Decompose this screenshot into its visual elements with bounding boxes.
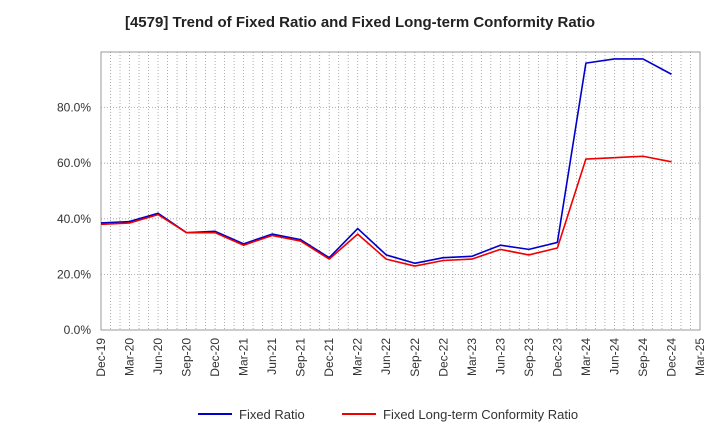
x-tick-label: Sep-20 <box>180 338 194 377</box>
x-tick-label: Dec-21 <box>322 338 336 377</box>
x-tick-label: Sep-22 <box>408 338 422 377</box>
x-tick-label: Sep-21 <box>294 338 308 377</box>
y-tick-label: 40.0% <box>57 212 91 226</box>
x-tick-label: Jun-22 <box>379 338 393 375</box>
x-tick-label: Dec-24 <box>664 338 678 377</box>
x-tick-label: Dec-22 <box>436 338 450 377</box>
x-tick-label: Dec-20 <box>208 338 222 377</box>
x-tick-label: Mar-25 <box>693 338 707 376</box>
x-tick-label: Sep-24 <box>636 338 650 377</box>
x-tick-label: Mar-24 <box>579 338 593 376</box>
x-tick-label: Jun-23 <box>493 338 507 375</box>
plot-area <box>100 51 701 331</box>
y-tick-label: 0.0% <box>64 323 92 337</box>
x-tick-label: Mar-23 <box>465 338 479 376</box>
x-tick-label: Dec-23 <box>550 338 564 377</box>
legend-label: Fixed Long-term Conformity Ratio <box>383 407 578 422</box>
legend-label: Fixed Ratio <box>239 407 305 422</box>
y-tick-label: 80.0% <box>57 101 91 115</box>
x-tick-label: Jun-24 <box>607 338 621 375</box>
x-tick-label: Mar-21 <box>237 338 251 376</box>
x-tick-label: Mar-20 <box>123 338 137 376</box>
x-tick-label: Jun-21 <box>265 338 279 375</box>
x-tick-label: Mar-22 <box>351 338 365 376</box>
x-tick-label: Sep-23 <box>522 338 536 377</box>
x-tick-label: Jun-20 <box>151 338 165 375</box>
y-tick-label: 60.0% <box>57 156 91 170</box>
chart-title: [4579] Trend of Fixed Ratio and Fixed Lo… <box>124 14 596 31</box>
x-tick-label: Dec-19 <box>94 338 108 377</box>
series-line-fixed-long-term-conformity-ratio <box>100 155 672 267</box>
y-tick-label: 20.0% <box>57 267 91 281</box>
